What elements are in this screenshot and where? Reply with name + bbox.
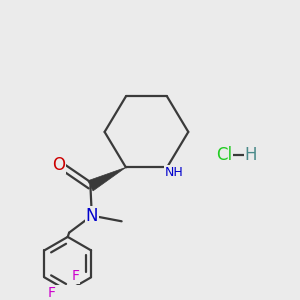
Text: H: H — [244, 146, 257, 164]
Text: NH: NH — [165, 166, 184, 179]
Text: F: F — [71, 269, 79, 283]
Text: Cl: Cl — [216, 146, 232, 164]
Polygon shape — [88, 167, 126, 191]
Text: N: N — [85, 207, 98, 225]
Text: F: F — [48, 286, 56, 300]
Text: O: O — [52, 155, 65, 173]
